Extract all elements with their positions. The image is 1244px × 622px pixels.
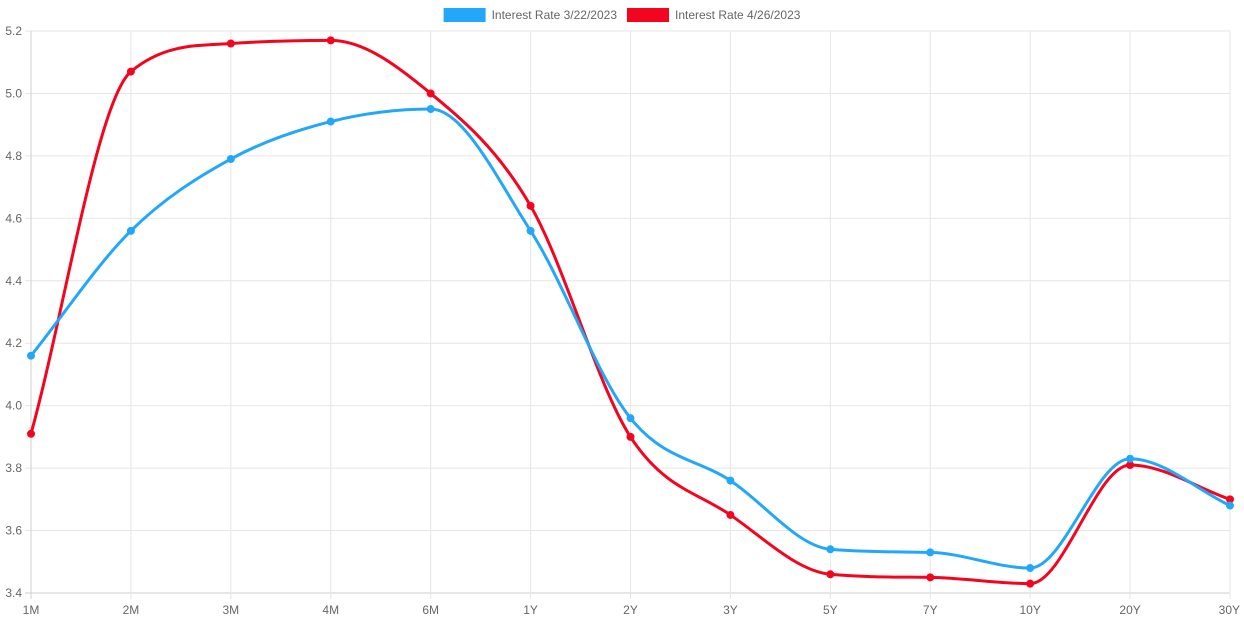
legend-swatch xyxy=(443,8,486,22)
data-point[interactable] xyxy=(126,67,135,76)
legend-item-1[interactable]: Interest Rate 3/22/2023 xyxy=(443,8,618,22)
y-tick-label: 3.8 xyxy=(5,461,22,475)
y-tick-label: 4.4 xyxy=(5,274,22,288)
axes: 3.4 3.6 3.8 4.0 4.2 4.4 4.6 4.8 5.0 5.2 1M 2M 3M 4M 6M… xyxy=(5,24,1240,617)
data-point[interactable] xyxy=(926,548,935,557)
data-point[interactable] xyxy=(27,351,35,360)
data-point[interactable] xyxy=(226,155,235,164)
y-tick-label: 4.2 xyxy=(5,336,22,350)
data-point[interactable] xyxy=(626,432,635,441)
legend-label: Interest Rate 3/22/2023 xyxy=(492,8,618,22)
legend-swatch xyxy=(627,8,669,22)
data-point[interactable] xyxy=(726,476,735,485)
data-point[interactable] xyxy=(226,39,235,48)
data-point[interactable] xyxy=(27,429,35,438)
x-tick-label: 6M xyxy=(422,603,439,617)
series-2 xyxy=(27,36,1234,588)
series-lines xyxy=(27,36,1234,588)
data-point[interactable] xyxy=(926,573,935,582)
x-tick-label: 1M xyxy=(23,603,40,617)
x-tick-label: 10Y xyxy=(1019,603,1040,617)
data-point[interactable] xyxy=(726,510,735,519)
y-tick-label: 4.0 xyxy=(5,399,22,413)
x-tick-label: 30Y xyxy=(1219,603,1240,617)
data-point[interactable] xyxy=(826,545,835,554)
data-point[interactable] xyxy=(1126,454,1135,463)
data-point[interactable] xyxy=(326,117,335,126)
y-tick-label: 3.4 xyxy=(5,586,22,600)
x-tick-label: 5Y xyxy=(823,603,838,617)
data-point[interactable] xyxy=(526,201,535,210)
legend-label: Interest Rate 4/26/2023 xyxy=(675,8,801,22)
series-1 xyxy=(27,105,1234,573)
x-tick-label: 3Y xyxy=(723,603,738,617)
data-point[interactable] xyxy=(126,226,135,235)
data-point[interactable] xyxy=(426,89,435,98)
legend: Interest Rate 3/22/2023 Interest Rate 4/2… xyxy=(443,8,801,22)
data-point[interactable] xyxy=(326,36,335,45)
data-point[interactable] xyxy=(1226,501,1234,510)
data-point[interactable] xyxy=(526,226,535,235)
data-point[interactable] xyxy=(426,105,435,114)
x-tick-label: 2Y xyxy=(623,603,638,617)
x-tick-label: 2M xyxy=(123,603,140,617)
y-tick-label: 4.8 xyxy=(5,149,22,163)
data-point[interactable] xyxy=(1026,564,1035,573)
y-tick-label: 5.2 xyxy=(5,24,22,38)
data-point[interactable] xyxy=(1026,579,1035,588)
grid xyxy=(25,30,1231,599)
y-tick-label: 3.6 xyxy=(5,524,22,538)
y-tick-label: 4.6 xyxy=(5,211,22,225)
data-point[interactable] xyxy=(626,414,635,423)
x-tick-label: 20Y xyxy=(1119,603,1140,617)
x-tick-label: 3M xyxy=(222,603,239,617)
x-tick-label: 4M xyxy=(322,603,339,617)
x-tick-label: 7Y xyxy=(923,603,938,617)
y-tick-label: 5.0 xyxy=(5,86,22,100)
legend-item-2[interactable]: Interest Rate 4/26/2023 xyxy=(627,8,801,22)
x-tick-label: 1Y xyxy=(523,603,538,617)
data-point[interactable] xyxy=(826,570,835,579)
